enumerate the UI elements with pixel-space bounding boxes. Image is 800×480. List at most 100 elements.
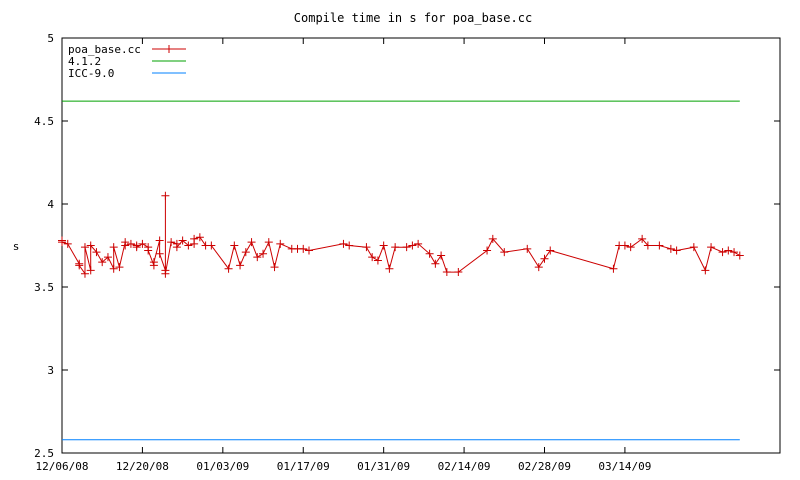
x-tick-label: 01/03/09	[196, 460, 249, 473]
series-layer	[58, 100, 744, 441]
data-point	[391, 243, 400, 252]
data-point	[402, 243, 411, 252]
data-point	[454, 268, 463, 277]
data-point	[161, 191, 170, 200]
data-point	[190, 234, 199, 243]
data-point	[161, 269, 170, 278]
data-point	[92, 248, 101, 257]
x-tick-label: 03/14/09	[598, 460, 651, 473]
data-point	[144, 246, 153, 255]
data-point	[414, 239, 423, 248]
data-point	[609, 264, 618, 273]
x-tick-label: 12/20/08	[116, 460, 169, 473]
data-point	[730, 248, 739, 257]
data-point	[276, 239, 285, 248]
data-point	[540, 254, 549, 263]
y-tick-label: 4	[47, 198, 54, 211]
y-tick-label: 3	[47, 364, 54, 377]
data-point	[620, 241, 629, 250]
data-point	[80, 243, 89, 252]
data-point	[236, 261, 245, 270]
data-point	[437, 251, 446, 260]
data-point	[195, 233, 204, 242]
data-point	[408, 241, 417, 250]
data-point	[373, 256, 382, 265]
legend-label: poa_base.cc	[68, 43, 141, 56]
legend-label: 4.1.2	[68, 55, 101, 68]
data-point	[103, 253, 112, 262]
x-tick-label: 01/17/09	[277, 460, 330, 473]
data-point	[488, 234, 497, 243]
data-point	[98, 258, 107, 267]
data-point	[241, 248, 250, 257]
y-tick-label: 2.5	[34, 447, 54, 460]
data-point	[115, 263, 124, 272]
data-point	[253, 253, 262, 262]
data-point	[126, 239, 135, 248]
data-point	[75, 261, 84, 270]
data-point	[368, 253, 377, 262]
data-point	[339, 239, 348, 248]
y-tick-label: 4.5	[34, 115, 54, 128]
data-point	[707, 243, 716, 252]
data-point	[132, 243, 141, 252]
data-point	[184, 241, 193, 250]
y-tick-label: 3.5	[34, 281, 54, 294]
data-point	[247, 238, 256, 247]
data-point	[385, 264, 394, 273]
series-1	[58, 191, 744, 278]
data-point	[172, 243, 181, 252]
data-point	[701, 266, 710, 275]
data-point	[86, 266, 95, 275]
data-point	[431, 259, 440, 268]
data-point	[523, 244, 532, 253]
data-point	[121, 241, 130, 250]
data-point	[643, 241, 652, 250]
data-point	[299, 244, 308, 253]
y-axis: 2.5 3 3.5 4 4.5 5	[34, 32, 780, 460]
data-point	[546, 246, 555, 255]
x-tick-label: 02/28/09	[518, 460, 571, 473]
data-point	[638, 234, 647, 243]
data-point	[109, 243, 118, 252]
data-point	[672, 246, 681, 255]
data-point	[666, 244, 675, 253]
data-point	[138, 239, 147, 248]
data-point	[626, 243, 635, 252]
data-point	[155, 249, 164, 258]
data-point	[724, 246, 733, 255]
x-tick-label: 12/06/08	[36, 460, 89, 473]
data-point	[270, 263, 279, 272]
data-point	[483, 246, 492, 255]
data-point	[86, 241, 95, 250]
data-point	[264, 238, 273, 247]
legend-marker	[165, 45, 173, 53]
data-point	[735, 251, 744, 260]
data-point	[345, 241, 354, 250]
data-point	[207, 241, 216, 250]
data-point	[304, 246, 313, 255]
data-point	[718, 248, 727, 257]
data-point	[689, 243, 698, 252]
data-point	[80, 269, 89, 278]
data-point	[442, 268, 451, 277]
data-point	[58, 238, 66, 247]
chart-title: Compile time in s for poa_base.cc	[294, 11, 532, 25]
data-point	[230, 241, 239, 250]
data-point	[224, 264, 233, 273]
data-point	[362, 243, 371, 252]
plot-area-frame	[61, 37, 781, 454]
data-point	[178, 236, 187, 245]
data-point	[655, 241, 664, 250]
data-point	[109, 264, 118, 273]
data-point	[149, 258, 158, 267]
data-point	[534, 263, 543, 272]
x-axis: 12/06/08 12/20/08 01/03/09 01/17/09 01/31/09…	[36, 38, 651, 473]
y-tick-label: 5	[47, 32, 54, 45]
data-point	[500, 248, 509, 257]
data-point	[379, 241, 388, 250]
data-point	[167, 238, 176, 247]
data-point	[259, 249, 268, 258]
